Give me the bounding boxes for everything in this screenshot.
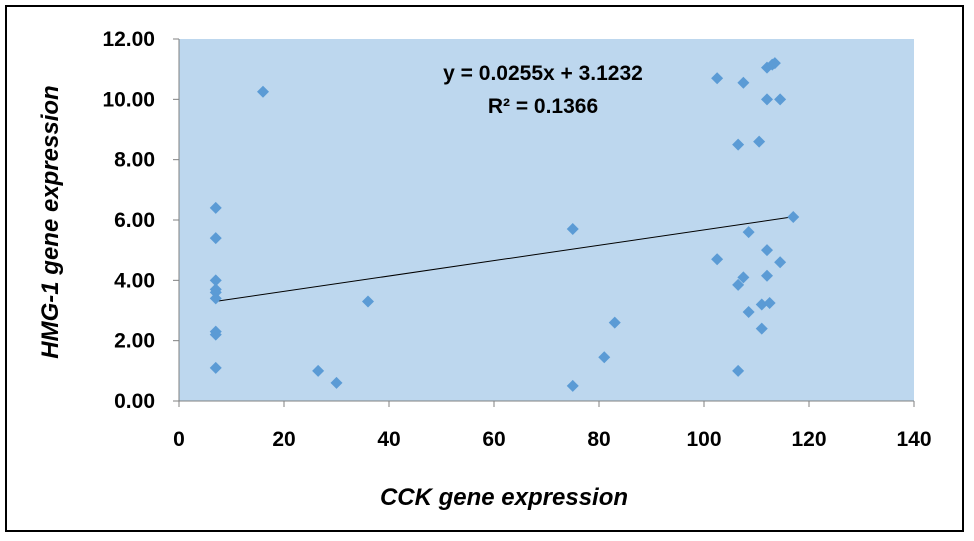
trendline-equation: y = 0.0255x + 3.1232	[443, 62, 643, 85]
y-tick-label: 0.00	[114, 390, 155, 413]
x-tick-label: 0	[173, 428, 185, 451]
data-point	[608, 316, 621, 329]
data-point	[209, 286, 222, 299]
y-tick-label: 2.00	[114, 330, 155, 353]
data-point	[755, 298, 768, 311]
data-point	[737, 271, 750, 284]
data-point	[742, 306, 755, 319]
y-tick-label: 8.00	[114, 149, 155, 172]
y-axis-ticks: 0.00 2.00 4.00 6.00 8.00 10.00 12.00	[102, 28, 179, 413]
x-axis-ticks: 0 20 40 60 80 100 120 140	[173, 401, 932, 451]
data-point	[312, 364, 325, 377]
data-point	[566, 379, 579, 392]
data-point	[209, 361, 222, 374]
data-point	[742, 226, 755, 239]
x-tick-label: 120	[791, 428, 826, 451]
data-point	[753, 135, 766, 148]
data-point	[566, 223, 579, 236]
data-point	[209, 328, 222, 341]
data-point	[330, 376, 343, 389]
data-point	[732, 364, 745, 377]
x-axis-title: CCK gene expression	[380, 484, 628, 511]
r-squared-label: R² = 0.1366	[488, 95, 598, 118]
x-tick-label: 20	[272, 428, 295, 451]
data-point	[732, 278, 745, 291]
x-tick-label: 140	[896, 428, 931, 451]
data-point	[768, 57, 781, 70]
y-tick-label: 12.00	[102, 28, 155, 51]
trendline	[215, 216, 794, 302]
data-point	[761, 269, 773, 282]
data-point	[711, 72, 724, 85]
data-points	[209, 57, 800, 392]
data-point	[737, 76, 750, 89]
plot-area	[179, 39, 914, 401]
data-point	[598, 351, 611, 364]
x-tick-label: 100	[686, 428, 721, 451]
data-point	[763, 296, 776, 309]
x-tick-label: 60	[482, 428, 505, 451]
data-point	[209, 292, 222, 305]
data-point	[732, 138, 745, 151]
data-point	[209, 274, 222, 287]
x-tick-label: 40	[377, 428, 400, 451]
data-point	[761, 93, 773, 106]
data-point	[711, 253, 724, 266]
data-point	[774, 256, 787, 269]
data-point	[774, 93, 787, 106]
data-point	[209, 232, 222, 245]
data-point	[755, 322, 768, 335]
y-tick-label: 6.00	[114, 209, 155, 232]
y-tick-label: 4.00	[114, 269, 155, 292]
axes	[173, 39, 914, 407]
data-point	[257, 85, 269, 98]
y-axis-title: HMG-1 gene expression	[37, 85, 64, 358]
x-tick-label: 80	[587, 428, 610, 451]
data-point	[787, 210, 800, 223]
data-point	[209, 201, 222, 214]
data-point	[362, 295, 374, 308]
y-tick-label: 10.00	[102, 88, 155, 111]
data-point	[761, 244, 773, 257]
